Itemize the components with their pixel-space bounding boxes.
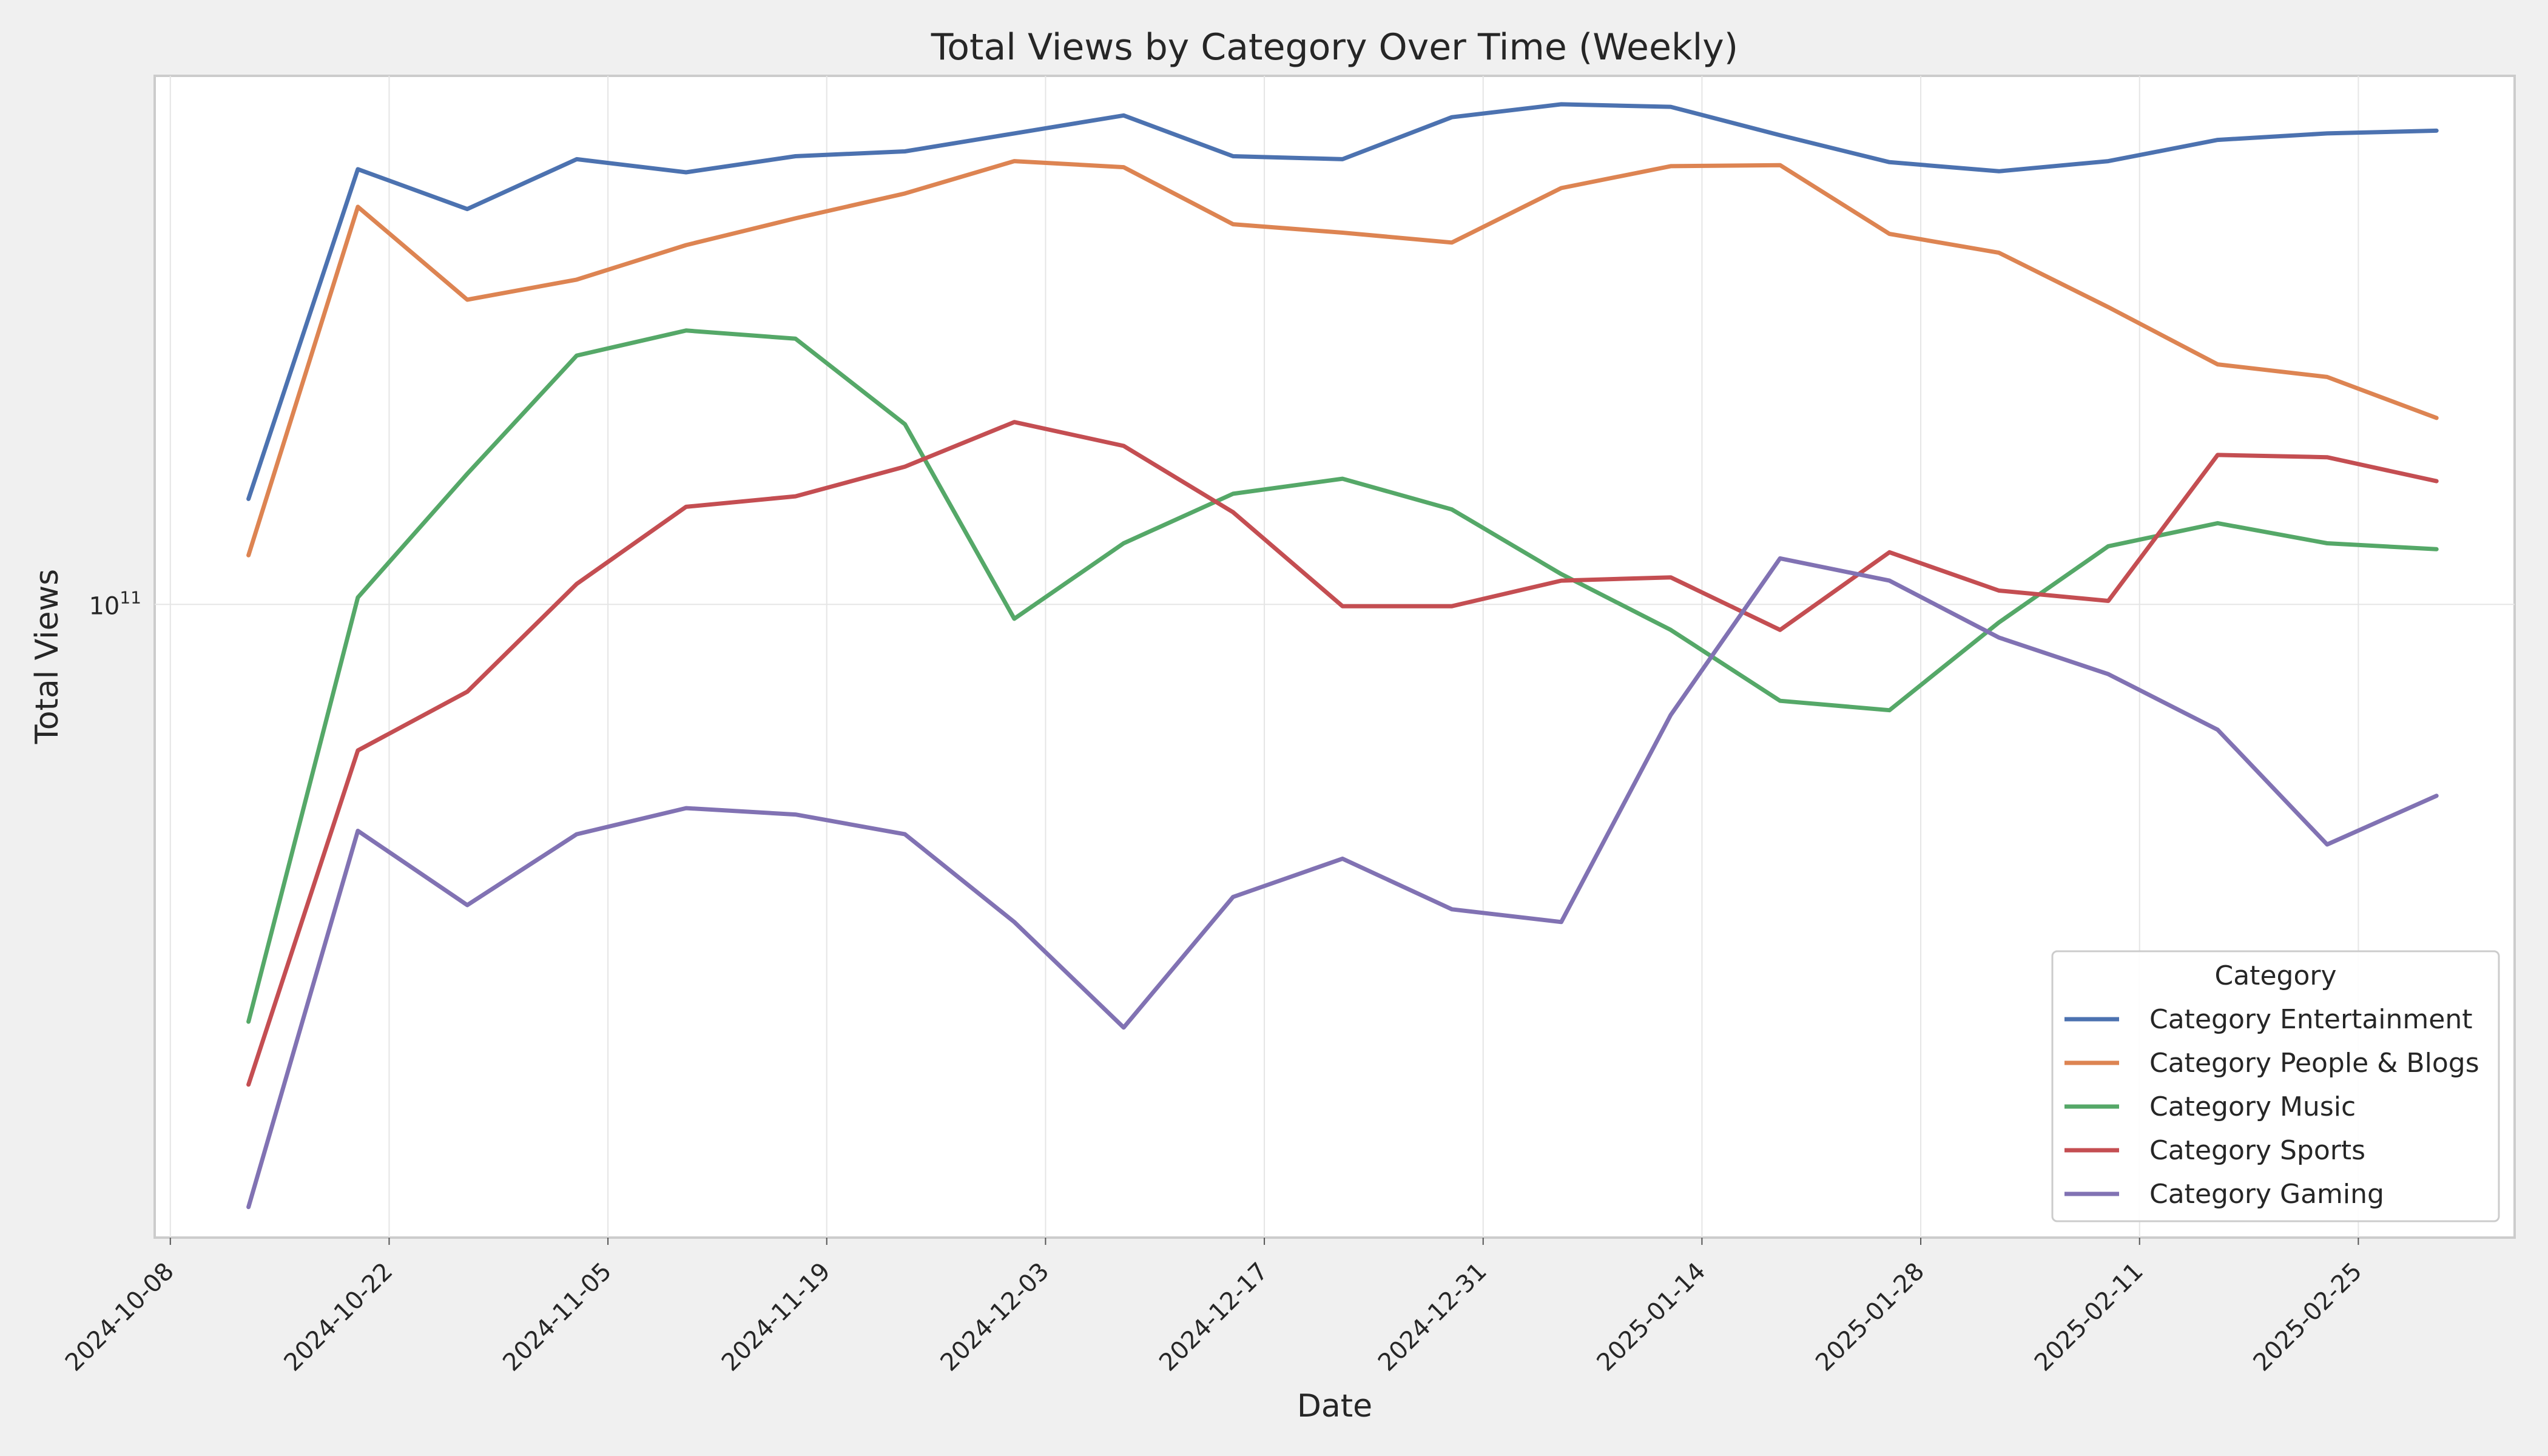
legend-label: Category Sports xyxy=(2149,1135,2365,1166)
legend: Category Category Entertainment Category … xyxy=(2051,950,2500,1222)
x-tick-label: 2024-12-03 xyxy=(935,1258,1055,1377)
series-line-0 xyxy=(246,102,2439,501)
x-tick-label: 2024-10-22 xyxy=(279,1258,399,1377)
legend-label: Category Entertainment xyxy=(2149,1004,2472,1035)
series-line-2 xyxy=(246,328,2439,1024)
legend-label: Category Gaming xyxy=(2149,1179,2384,1210)
x-tick-label: 2025-01-28 xyxy=(1810,1258,1930,1377)
x-tick-label: 2024-10-08 xyxy=(60,1258,180,1377)
x-tick-label: 2024-11-05 xyxy=(497,1258,617,1377)
series-line-3 xyxy=(246,420,2439,1087)
series-line-1 xyxy=(246,159,2439,558)
x-tick-label: 2024-11-19 xyxy=(716,1258,836,1377)
x-tick-label: 2025-02-11 xyxy=(2029,1258,2149,1377)
legend-label: Category People & Blogs xyxy=(2149,1048,2479,1079)
y-tick-label: 1011 xyxy=(89,587,141,620)
x-tick-label: 2025-02-25 xyxy=(2248,1258,2368,1377)
x-tick-label: 2024-12-31 xyxy=(1373,1258,1492,1377)
x-tick-label: 2024-12-17 xyxy=(1154,1258,1273,1377)
legend-title: Category xyxy=(2215,960,2337,991)
y-axis-label: Total Views xyxy=(29,569,66,744)
x-tick-label: 2025-01-14 xyxy=(1592,1258,1711,1377)
x-axis-label: Date xyxy=(1297,1388,1372,1424)
chart-title: Total Views by Category Over Time (Weekl… xyxy=(931,26,1738,69)
legend-label: Category Music xyxy=(2149,1091,2356,1122)
series-line-4 xyxy=(246,556,2439,1210)
legend-box xyxy=(2051,950,2500,1222)
